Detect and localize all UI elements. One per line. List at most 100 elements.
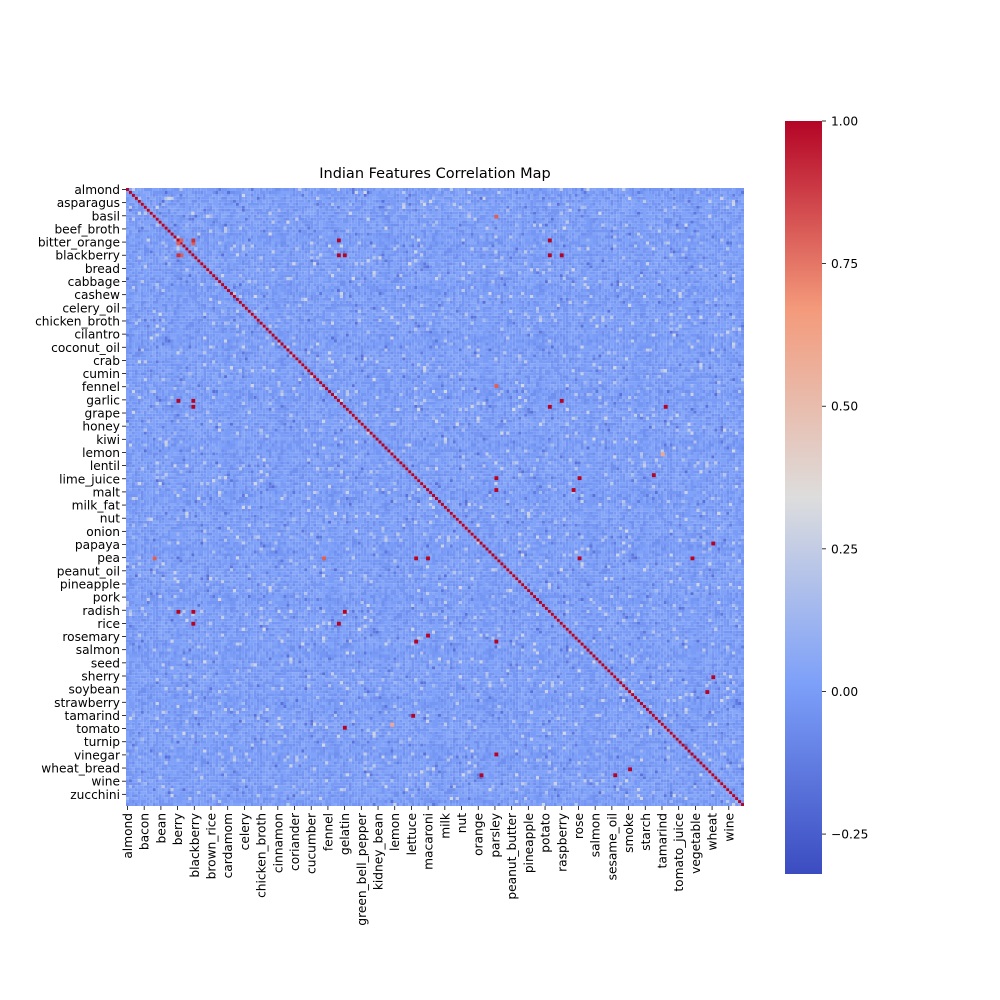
- heatmap-diagonal-cell: [479, 541, 483, 545]
- heatmap-diagonal-cell: [188, 250, 192, 254]
- heatmap-diagonal-cell: [580, 642, 584, 646]
- heatmap-diagonal-cell: [298, 360, 302, 364]
- colorbar-tick-label: −0.25: [831, 828, 868, 842]
- heatmap-diagonal-cell: [470, 532, 474, 536]
- heatmap-correlation-cell: [711, 541, 716, 546]
- heatmap-diagonal-cell: [589, 651, 593, 655]
- x-tick-label: celery: [238, 813, 252, 850]
- heatmap-diagonal-cell: [259, 321, 263, 325]
- heatmap-diagonal-cell: [396, 458, 400, 462]
- y-tick-label: chicken_broth: [35, 314, 120, 328]
- heatmap-diagonal-cell: [170, 232, 174, 236]
- x-tick-label: wine: [722, 813, 736, 842]
- heatmap-correlation-cell: [628, 767, 632, 772]
- heatmap-diagonal-cell: [684, 746, 688, 750]
- heatmap-diagonal-cell: [405, 467, 409, 471]
- x-tick-label: nut: [455, 813, 469, 833]
- x-tick-label: peanut_butter: [505, 812, 519, 900]
- heatmap-diagonal-cell: [705, 767, 709, 771]
- y-tick-label: coconut_oil: [51, 341, 120, 355]
- heatmap-diagonal-cell: [583, 645, 587, 649]
- heatmap-correlation-cell: [494, 752, 499, 757]
- x-tick-label: fennel: [321, 813, 335, 851]
- heatmap-diagonal-cell: [319, 381, 323, 385]
- heatmap-diagonal-cell: [654, 716, 658, 720]
- heatmap-correlation-cell: [705, 690, 710, 694]
- y-tick-label: strawberry: [54, 696, 120, 710]
- y-tick-label: kiwi: [96, 433, 120, 447]
- x-tick-label: almond: [121, 813, 135, 859]
- heatmap-diagonal-cell: [238, 300, 242, 304]
- heatmap-diagonal-cell: [351, 413, 355, 417]
- heatmap-diagonal-cell: [711, 773, 715, 777]
- y-tick-label: pea: [97, 551, 120, 565]
- y-tick-label: bread: [85, 262, 120, 276]
- x-tick-label: raspberry: [555, 813, 569, 872]
- heatmap-correlation-cell: [547, 238, 552, 243]
- heatmap-correlation-cell: [191, 404, 196, 409]
- heatmap-diagonal-cell: [461, 523, 465, 527]
- x-tick-label: wheat: [706, 813, 720, 851]
- heatmap-correlation-cell: [176, 398, 181, 403]
- heatmap-diagonal-cell: [158, 220, 162, 224]
- heatmap-diagonal-cell: [244, 306, 248, 310]
- heatmap-diagonal-cell: [607, 669, 611, 673]
- heatmap-diagonal-cell: [678, 740, 682, 744]
- y-tick-label: tamarind: [65, 709, 120, 723]
- y-tick-label: garlic: [86, 393, 120, 407]
- heatmap-diagonal-cell: [274, 336, 278, 340]
- x-tick-label: parsley: [488, 813, 502, 858]
- x-tick-label: rose: [572, 813, 586, 839]
- heatmap-correlation-cell: [651, 473, 656, 478]
- heatmap-diagonal-cell: [432, 494, 436, 498]
- heatmap-diagonal-cell: [161, 223, 165, 227]
- heatmap-correlation-cell: [176, 241, 181, 246]
- heatmap-diagonal-cell: [411, 473, 415, 477]
- x-tick-label: bean: [154, 813, 168, 843]
- y-tick-label: blackberry: [55, 249, 120, 263]
- y-tick-label: basil: [92, 209, 120, 223]
- x-tick-label: kidney_bean: [372, 813, 386, 890]
- heatmap-diagonal-cell: [322, 384, 326, 388]
- heatmap-diagonal-cell: [524, 586, 528, 590]
- heatmap-diagonal-cell: [363, 425, 367, 429]
- y-tick-label: cashew: [74, 288, 120, 302]
- heatmap-background-cells: [125, 188, 745, 807]
- heatmap-correlation-cell: [577, 556, 582, 561]
- y-tick-label: rosemary: [62, 630, 120, 644]
- y-tick-label: lime_juice: [59, 472, 120, 486]
- heatmap-diagonal-cell: [227, 289, 230, 292]
- heatmap-diagonal-cell: [562, 624, 566, 628]
- heatmap-diagonal-cell: [185, 247, 189, 251]
- heatmap-diagonal-cell: [547, 609, 551, 613]
- x-tick-label: tamarind: [655, 813, 669, 868]
- colorbar-gradient: [785, 121, 822, 874]
- heatmap-diagonal-cell: [310, 372, 314, 376]
- heatmap-correlation-cell: [179, 253, 184, 258]
- y-tick-label: honey: [82, 420, 120, 434]
- heatmap-diagonal-cell: [360, 422, 364, 426]
- heatmap-diagonal-cell: [693, 755, 697, 759]
- heatmap-diagonal-cell: [610, 672, 614, 676]
- y-tick-label: zucchini: [70, 788, 120, 802]
- heatmap-diagonal-cell: [420, 482, 424, 486]
- heatmap-diagonal-cell: [675, 737, 679, 741]
- heatmap-diagonal-cell: [556, 618, 560, 622]
- heatmap-diagonal-cell: [458, 520, 462, 524]
- heatmap-diagonal-cell: [366, 428, 370, 432]
- heatmap-correlation-cell: [660, 452, 665, 457]
- heatmap-correlation-cell: [336, 621, 341, 626]
- heatmap-diagonal-cell: [286, 348, 290, 352]
- heatmap-diagonal-cell: [625, 687, 629, 691]
- x-tick-label: coriander: [288, 812, 302, 871]
- heatmap-correlation-cell: [577, 476, 582, 481]
- heatmap-diagonal-cell: [723, 785, 727, 789]
- heatmap-correlation-cell: [191, 609, 196, 614]
- heatmap-diagonal-cell: [440, 502, 444, 506]
- y-tick-label: vinegar: [74, 748, 121, 762]
- heatmap-diagonal-cell: [307, 369, 311, 373]
- heatmap-diagonal-cell: [402, 464, 406, 468]
- heatmap-diagonal-cell: [164, 226, 168, 230]
- heatmap-diagonal-cell: [250, 312, 254, 316]
- heatmap-diagonal-cell: [720, 782, 724, 786]
